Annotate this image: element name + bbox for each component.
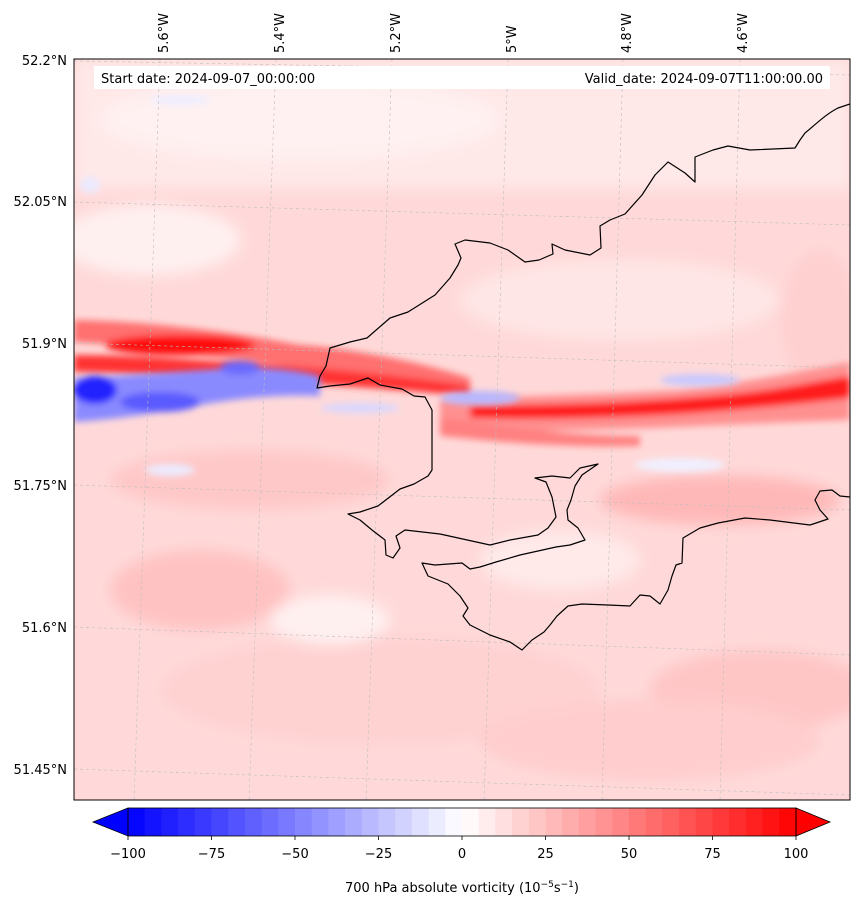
colorbar-tick-label: −50 <box>281 847 308 862</box>
lat-label: 51.75°N <box>14 479 67 494</box>
lat-label: 51.9°N <box>22 337 67 352</box>
lon-label: 5.2°W <box>389 13 404 53</box>
colorbar-segment <box>295 808 313 836</box>
valid-date: Valid_date: 2024-09-07T11:00:00.00 <box>585 72 823 87</box>
colorbar-segment <box>495 808 513 836</box>
colorbar-segment <box>545 808 563 836</box>
colorbar-segment <box>345 808 363 836</box>
colorbar-segment <box>411 808 430 836</box>
colorbar-segment <box>629 808 647 836</box>
lon-label: 5.4°W <box>273 13 288 53</box>
colorbar-segment <box>712 808 730 836</box>
colorbar-segments <box>128 808 797 836</box>
colorbar-extend-high <box>795 807 832 837</box>
colorbar-segment <box>645 808 663 836</box>
map-panel: Start date: 2024-09-07_00:00:00 Valid_da… <box>74 59 850 800</box>
colorbar-extend-low <box>91 807 129 837</box>
colorbar-tick-label: 50 <box>621 847 638 862</box>
lon-label: 4.8°W <box>620 13 635 53</box>
colorbar-segment <box>762 808 780 836</box>
colorbar-segment <box>194 808 213 836</box>
longitude-labels: 5.6°W 5.4°W 5.2°W 5°W 4.8°W 4.6°W <box>157 13 751 53</box>
coastline-lines <box>316 103 850 651</box>
colorbar-segment <box>228 808 246 836</box>
latitude-labels: 52.2°N 52.05°N 51.9°N 51.75°N 51.6°N 51.… <box>14 54 67 778</box>
colorbar-segment <box>478 808 496 836</box>
lon-label: 4.6°W <box>736 13 751 53</box>
colorbar-segment <box>695 808 714 836</box>
colorbar-segment <box>745 808 764 836</box>
lat-label: 51.6°N <box>22 621 67 636</box>
colorbar-segment <box>128 808 146 836</box>
colorbar-segment <box>428 808 446 836</box>
colorbar-segment <box>562 808 580 836</box>
colorbar-segment <box>462 808 480 836</box>
colorbar-segment <box>144 808 162 836</box>
colorbar-segment <box>528 808 547 836</box>
colorbar-segment <box>278 808 296 836</box>
colorbar-segment <box>512 808 530 836</box>
colorbar-segment <box>595 808 613 836</box>
colorbar-tick-label: −100 <box>110 847 146 862</box>
colorbar-segment <box>311 808 329 836</box>
colorbar-ticks: −100 −75 −50 −25 0 25 50 75 100 <box>110 836 808 862</box>
colorbar: −100 −75 −50 −25 0 25 50 75 100 700 hPa absolute… <box>91 807 832 896</box>
colorbar-segment <box>679 808 697 836</box>
start-date: Start date: 2024-09-07_00:00:00 <box>101 72 315 87</box>
colorbar-segment <box>662 808 680 836</box>
colorbar-segment <box>729 808 747 836</box>
colorbar-tick-label: 100 <box>784 847 809 862</box>
date-header-box <box>94 66 830 89</box>
colorbar-label: 700 hPa absolute vorticity (10−5s−1) <box>345 880 579 896</box>
colorbar-segment <box>178 808 196 836</box>
lat-label: 52.05°N <box>14 195 67 210</box>
colorbar-tick-label: 25 <box>537 847 554 862</box>
colorbar-segment <box>244 808 263 836</box>
colorbar-segment <box>578 808 597 836</box>
negative-vorticity <box>74 95 740 476</box>
colorbar-tick-label: −75 <box>198 847 225 862</box>
colorbar-segment <box>779 808 797 836</box>
colorbar-tick-label: 0 <box>458 847 466 862</box>
colorbar-segment <box>378 808 396 836</box>
lon-label: 5°W <box>505 25 520 53</box>
colorbar-segment <box>328 808 346 836</box>
lat-label: 51.45°N <box>14 763 67 778</box>
colorbar-segment <box>445 808 463 836</box>
colorbar-segment <box>161 808 179 836</box>
colorbar-tick-label: −25 <box>365 847 392 862</box>
colorbar-tick-label: 75 <box>704 847 721 862</box>
colorbar-segment <box>261 808 279 836</box>
map-frame <box>73 58 851 801</box>
colorbar-segment <box>361 808 380 836</box>
lat-label: 52.2°N <box>22 54 67 69</box>
colorbar-segment <box>211 808 229 836</box>
lon-label: 5.6°W <box>157 13 172 53</box>
colorbar-segment <box>612 808 630 836</box>
colorbar-segment <box>395 808 413 836</box>
